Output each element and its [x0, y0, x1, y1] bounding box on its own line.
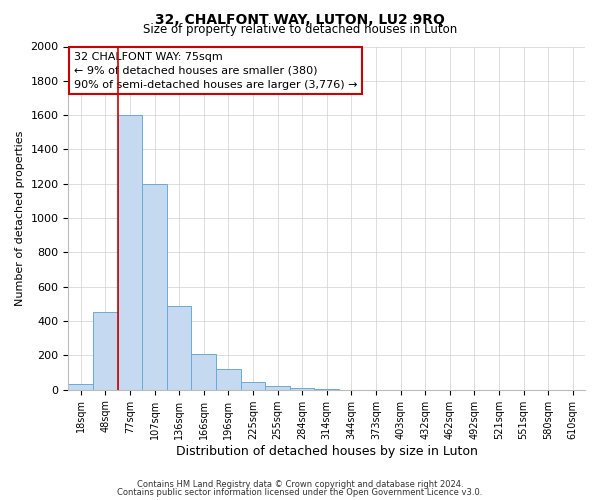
- Bar: [265, 386, 290, 390]
- Bar: [191, 354, 216, 390]
- Bar: [314, 389, 339, 390]
- X-axis label: Distribution of detached houses by size in Luton: Distribution of detached houses by size …: [176, 444, 478, 458]
- Y-axis label: Number of detached properties: Number of detached properties: [15, 130, 25, 306]
- Bar: [142, 184, 167, 390]
- Text: 32, CHALFONT WAY, LUTON, LU2 9RQ: 32, CHALFONT WAY, LUTON, LU2 9RQ: [155, 12, 445, 26]
- Bar: [290, 388, 314, 390]
- Bar: [68, 384, 93, 390]
- Bar: [118, 115, 142, 390]
- Text: Contains HM Land Registry data © Crown copyright and database right 2024.: Contains HM Land Registry data © Crown c…: [137, 480, 463, 489]
- Bar: [241, 382, 265, 390]
- Bar: [93, 312, 118, 390]
- Text: Contains public sector information licensed under the Open Government Licence v3: Contains public sector information licen…: [118, 488, 482, 497]
- Text: 32 CHALFONT WAY: 75sqm
← 9% of detached houses are smaller (380)
90% of semi-det: 32 CHALFONT WAY: 75sqm ← 9% of detached …: [74, 52, 357, 90]
- Bar: [216, 369, 241, 390]
- Bar: [167, 306, 191, 390]
- Text: Size of property relative to detached houses in Luton: Size of property relative to detached ho…: [143, 22, 457, 36]
